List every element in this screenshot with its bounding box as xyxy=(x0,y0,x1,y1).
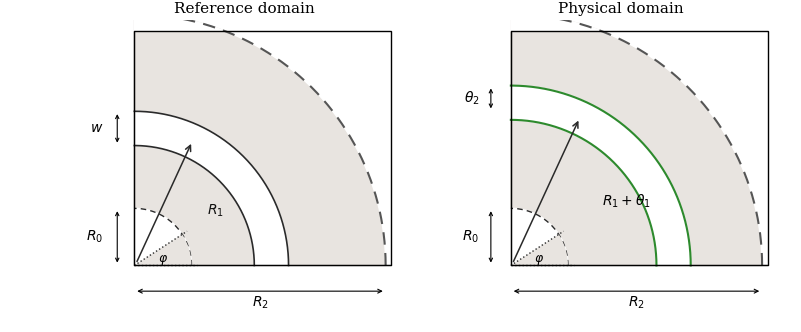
Bar xyxy=(135,31,392,266)
Text: $R_1$: $R_1$ xyxy=(207,202,223,219)
Text: $w$: $w$ xyxy=(90,122,103,135)
Title: Physical domain: Physical domain xyxy=(558,2,683,16)
FancyBboxPatch shape xyxy=(135,31,392,266)
Wedge shape xyxy=(511,234,568,266)
Polygon shape xyxy=(135,111,288,266)
Wedge shape xyxy=(511,234,568,266)
Text: $\varphi$: $\varphi$ xyxy=(534,253,545,267)
Title: Reference domain: Reference domain xyxy=(174,2,315,16)
Text: $R_0$: $R_0$ xyxy=(462,229,480,245)
Polygon shape xyxy=(511,86,690,266)
Polygon shape xyxy=(511,208,568,266)
Polygon shape xyxy=(135,14,392,266)
Wedge shape xyxy=(135,234,191,266)
Wedge shape xyxy=(135,234,191,266)
Text: $\varphi$: $\varphi$ xyxy=(158,253,168,267)
Text: $R_1 + \theta_1$: $R_1 + \theta_1$ xyxy=(602,193,650,210)
Text: $\theta_2$: $\theta_2$ xyxy=(464,90,480,107)
Polygon shape xyxy=(135,14,385,266)
Text: $R_2$: $R_2$ xyxy=(252,294,268,311)
Polygon shape xyxy=(135,208,191,266)
Polygon shape xyxy=(511,14,768,266)
FancyBboxPatch shape xyxy=(511,31,768,266)
Polygon shape xyxy=(511,14,762,266)
Bar xyxy=(511,31,768,266)
Text: $R_2$: $R_2$ xyxy=(628,294,645,311)
Text: $R_0$: $R_0$ xyxy=(86,229,103,245)
